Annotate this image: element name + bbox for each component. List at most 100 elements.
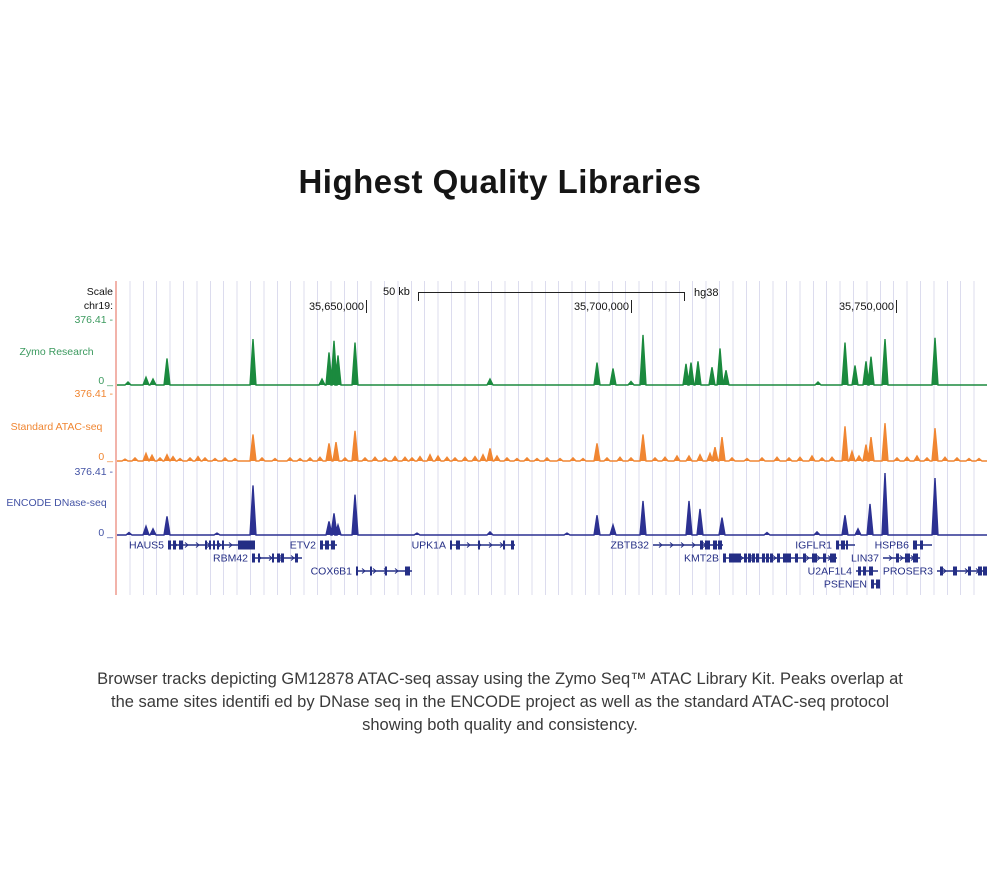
gene-intron-line <box>883 557 920 559</box>
assembly-label: hg38 <box>694 287 719 299</box>
gene-direction-arrow <box>680 542 685 548</box>
gene-name-label: HAUS5 <box>129 540 164 552</box>
gene-exon-block <box>252 553 255 563</box>
coordinate-tick-mark <box>366 300 367 313</box>
gene-name-label: ZBTB32 <box>610 540 649 552</box>
gene-intron-line <box>168 544 255 546</box>
gene-name-label: UPK1A <box>412 540 446 552</box>
gene-exon-block <box>258 553 260 563</box>
coordinate-tick-mark <box>631 300 632 313</box>
gene-exon-block <box>940 566 943 576</box>
gene-exon-block <box>795 553 798 563</box>
blue-zero-label: 0 _ <box>98 527 113 539</box>
scale-bar <box>418 292 685 301</box>
gene-exon-block <box>503 540 505 550</box>
signal-peaks <box>117 423 987 462</box>
plot-left-border <box>115 281 117 595</box>
page-title: Highest Quality Libraries <box>298 163 702 200</box>
gene-exon-block <box>983 566 987 576</box>
gene-exon-block <box>896 553 899 563</box>
scale-label: Scale <box>86 286 113 298</box>
gene-exon-block <box>968 566 971 576</box>
gene-exon-block <box>723 553 726 563</box>
gene-exon-block <box>331 540 335 550</box>
gene-exon-block <box>869 566 873 576</box>
coordinate-tick-mark <box>896 300 897 313</box>
gene-exon-block <box>803 553 806 563</box>
green-zero-label: 0 _ <box>98 375 113 387</box>
gene-exon-block <box>213 540 215 550</box>
coordinate-tick-label: 35,650,000 <box>308 301 364 313</box>
gene-exon-block <box>277 553 280 563</box>
coordinate-tick-label: 35,750,000 <box>838 301 894 313</box>
gene-exon-block <box>766 553 769 563</box>
zymo-research-track <box>117 334 987 386</box>
track-name-atac: Standard ATAC-seq <box>10 421 103 433</box>
gene-exon-block <box>812 553 817 563</box>
gene-exon-block <box>222 540 224 550</box>
gene-exon-block <box>385 566 387 576</box>
gene-exon-block <box>846 540 848 550</box>
gene-name-label: KMT2B <box>684 553 719 565</box>
orange-max-label: 376.41 - <box>74 388 113 400</box>
gene-exon-block <box>783 553 791 563</box>
gene-name-label: PROSER3 <box>883 566 933 578</box>
gene-intron-line <box>450 544 515 546</box>
standard-atac-track <box>117 423 987 462</box>
gene-exon-block <box>913 540 917 550</box>
gene-exon-block <box>450 540 452 550</box>
gene-direction-arrow <box>658 542 663 548</box>
gene-exon-block <box>320 540 323 550</box>
gene-exon-block <box>871 579 874 589</box>
gene-exon-block <box>863 566 866 576</box>
green-max-label: 376.41 - <box>74 314 113 326</box>
gene-intron-line <box>836 544 855 546</box>
gene-direction-arrow <box>394 568 399 574</box>
gene-direction-arrow <box>488 542 493 548</box>
caption-line-3: showing both quality and consistency. <box>362 716 638 734</box>
gene-exon-block <box>405 566 410 576</box>
gene-name-label: IGFLR1 <box>795 540 832 552</box>
gene-exon-block <box>179 540 183 550</box>
gene-direction-arrow <box>361 568 366 574</box>
gene-exon-block <box>830 553 836 563</box>
gene-intron-line <box>856 570 878 572</box>
gene-direction-arrow <box>772 555 777 561</box>
gene-exon-block <box>217 540 219 550</box>
gene-exon-block <box>978 566 982 576</box>
track-name-zymo: Zymo Research <box>19 346 94 358</box>
gene-exon-block <box>718 540 722 550</box>
figure-caption: Browser tracks depicting GM12878 ATAC-se… <box>0 668 1000 737</box>
gene-exon-block <box>272 553 274 563</box>
gene-exon-block <box>281 553 284 563</box>
caption-line-1: Browser tracks depicting GM12878 ATAC-se… <box>97 670 903 688</box>
coordinate-tick-label: 35,700,000 <box>573 301 629 313</box>
gene-exon-block <box>841 540 845 550</box>
gene-exon-block <box>456 540 460 550</box>
gene-exon-block <box>858 566 861 576</box>
gene-direction-arrow <box>184 542 189 548</box>
gene-direction-arrow <box>290 555 295 561</box>
gene-intron-line <box>871 583 880 585</box>
gene-exon-block <box>876 579 880 589</box>
gene-name-label: U2AF1L4 <box>808 566 853 578</box>
gene-exon-block <box>325 540 329 550</box>
orange-zero-label: 0 _ <box>98 451 113 463</box>
encode-dnase-track <box>117 472 987 536</box>
gene-name-label: LIN37 <box>851 553 879 565</box>
gene-exon-block <box>205 540 207 550</box>
gene-direction-arrow <box>899 555 904 561</box>
gene-direction-arrow <box>805 555 810 561</box>
gene-exon-block <box>238 540 255 550</box>
gene-exon-block <box>478 540 480 550</box>
gene-exon-block <box>295 553 298 563</box>
gene-exon-block <box>920 540 923 550</box>
gene-direction-arrow <box>816 555 821 561</box>
gene-annotation-track: HAUS5 ETV2 UPK1A ZBTB32 IGFLR1 HSPB6 RBM42 KMT2… <box>129 540 987 591</box>
gene-exon-block <box>705 540 710 550</box>
gene-exon-block <box>836 540 839 550</box>
gene-exon-block <box>370 566 372 576</box>
gene-exon-block <box>511 540 514 550</box>
